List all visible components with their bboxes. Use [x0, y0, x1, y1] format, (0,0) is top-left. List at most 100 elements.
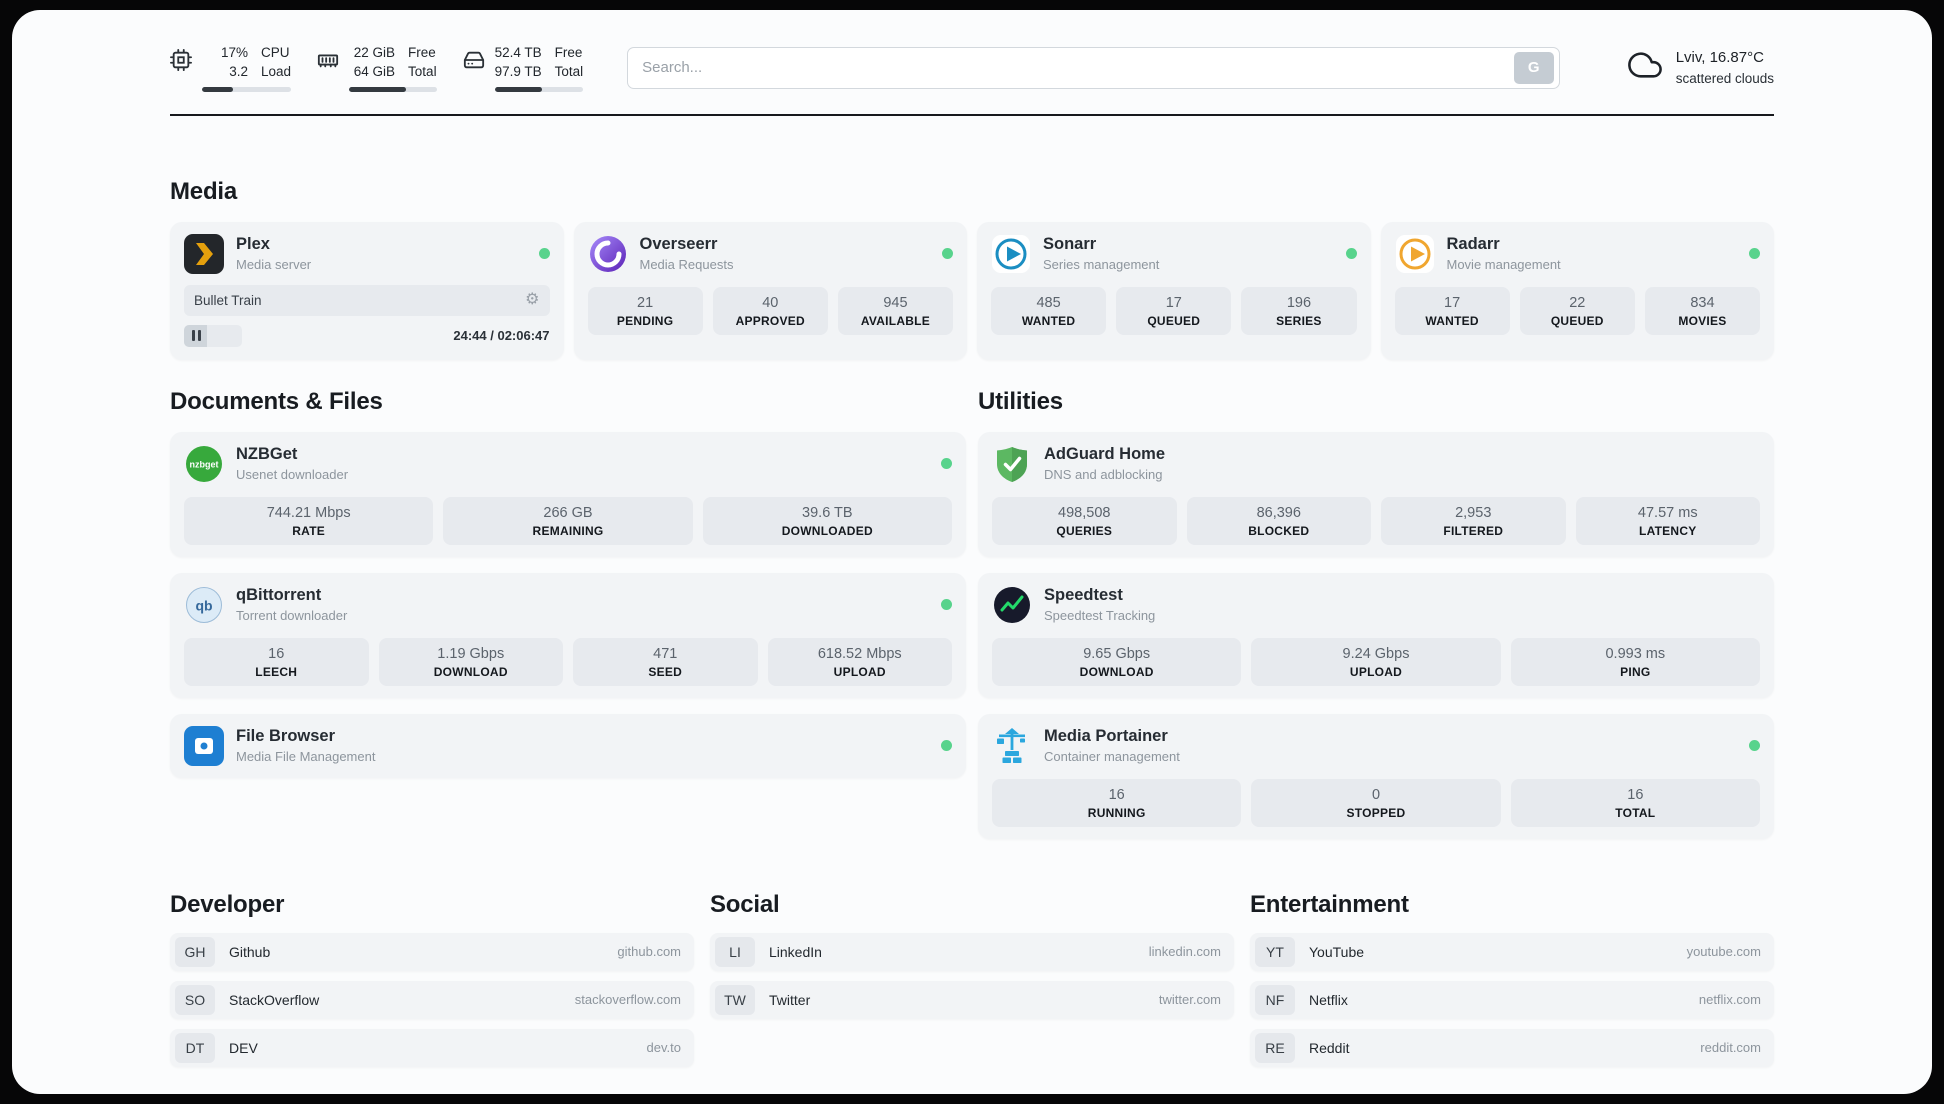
- overseerr-stat-pending: 21 PENDING: [587, 286, 703, 335]
- bookmark-netflix[interactable]: NF Netflix netflix.com: [1250, 980, 1774, 1019]
- stat-label: LEECH: [255, 664, 298, 679]
- stat-label: PENDING: [616, 313, 674, 328]
- app-card-overseerr[interactable]: Overseerr Media Requests 21 PENDING 40 A…: [573, 221, 967, 360]
- app-subtitle: Usenet downloader: [236, 467, 349, 483]
- stat-label: TOTAL: [1615, 805, 1656, 820]
- bookmark-reddit[interactable]: RE Reddit reddit.com: [1250, 1028, 1774, 1067]
- bookmark-github[interactable]: GH Github github.com: [170, 932, 694, 971]
- stat-label: DOWNLOAD: [1079, 664, 1154, 679]
- app-name: Sonarr: [1043, 234, 1097, 253]
- stat-label: PING: [1620, 664, 1651, 679]
- stat-value: 0: [1371, 786, 1381, 803]
- app-card-plex[interactable]: Plex Media server Bullet Train ⚙: [170, 221, 564, 360]
- qbittorrent-stat-seed: 471 SEED: [573, 637, 758, 686]
- memory-progress-bar: [349, 86, 437, 92]
- app-card-filebrowser[interactable]: File Browser Media File Management: [170, 713, 966, 778]
- section-media: Media Plex Media server: [170, 178, 1774, 360]
- stat-value: 471: [653, 645, 678, 662]
- bookmark-abbr: GH: [175, 936, 215, 967]
- app-subtitle: DNS and adblocking: [1044, 467, 1163, 483]
- stat-label: RUNNING: [1087, 805, 1146, 820]
- qbittorrent-stat-leech: 16 LEECH: [184, 637, 369, 686]
- speedtest-stat-download: 9.65 Gbps DOWNLOAD: [992, 637, 1242, 686]
- section-title-entertainment: Entertainment: [1250, 890, 1409, 918]
- section-title-social: Social: [710, 890, 780, 918]
- adguard-stat-queries: 498,508 QUERIES: [992, 496, 1177, 545]
- bookmark-url: twitter.com: [1158, 992, 1221, 1008]
- stat-label: UPLOAD: [833, 664, 886, 679]
- app-subtitle: Media Requests: [639, 257, 734, 273]
- app-name: NZBGet: [236, 444, 298, 463]
- bookmark-linkedin[interactable]: LI LinkedIn linkedin.com: [710, 932, 1234, 971]
- stat-value: 196: [1286, 294, 1312, 311]
- stat-label: WANTED: [1425, 313, 1479, 328]
- app-card-speedtest[interactable]: Speedtest Speedtest Tracking 9.65 Gbps D…: [978, 572, 1774, 698]
- disk-total-label: Total: [554, 63, 584, 79]
- playback-progress-fill: [184, 324, 208, 347]
- stat-label: AVAILABLE: [860, 313, 930, 328]
- svg-text:nzbget: nzbget: [190, 459, 219, 469]
- app-card-nzbget[interactable]: nzbget NZBGet Usenet downloader 744.21 M…: [170, 431, 966, 557]
- filebrowser-icon: [184, 725, 224, 766]
- status-dot-online: [941, 740, 952, 752]
- nzbget-stat-remaining: 266 GB REMAINING: [443, 496, 693, 545]
- memory-free-value: 22 GiB: [353, 45, 396, 60]
- bookmark-stackoverflow[interactable]: SO StackOverflow stackoverflow.com: [170, 980, 694, 1019]
- stat-label: BLOCKED: [1248, 523, 1310, 538]
- bookmark-youtube[interactable]: YT YouTube youtube.com: [1250, 932, 1774, 971]
- status-dot-online: [1749, 740, 1760, 752]
- stat-label: MOVIES: [1678, 313, 1727, 328]
- app-card-adguard[interactable]: AdGuard Home DNS and adblocking 498,508 …: [978, 431, 1774, 557]
- bookmark-abbr: LI: [715, 936, 755, 967]
- bookmark-abbr: YT: [1255, 936, 1295, 967]
- stat-value: 40: [762, 294, 779, 311]
- dashboard-window: 17% 3.2 CPU Load: [12, 10, 1932, 1094]
- bookmark-abbr: NF: [1255, 984, 1295, 1015]
- cpu-usage-widget: 17% 3.2 CPU Load: [170, 44, 292, 92]
- app-subtitle: Speedtest Tracking: [1044, 608, 1156, 624]
- speedtest-stat-upload: 9.24 Gbps UPLOAD: [1251, 637, 1501, 686]
- search-engine-button[interactable]: G: [1513, 51, 1554, 84]
- stat-value: 9.24 Gbps: [1342, 645, 1410, 662]
- qbittorrent-icon: qb: [184, 585, 224, 625]
- now-playing-title: Bullet Train: [194, 292, 262, 308]
- settings-gear-icon[interactable]: ⚙: [525, 291, 540, 309]
- search-input[interactable]: [642, 59, 1514, 77]
- adguard-stat-blocked: 86,396 BLOCKED: [1186, 496, 1371, 545]
- status-dot-online: [941, 599, 952, 611]
- weather-location: Lviv, 16.87°C: [1675, 49, 1764, 67]
- bookmark-abbr: TW: [715, 984, 755, 1015]
- bookmark-url: netflix.com: [1698, 992, 1761, 1008]
- stat-value: 17: [1165, 294, 1182, 311]
- app-name: Overseerr: [639, 234, 718, 253]
- stat-label: WANTED: [1021, 313, 1076, 328]
- overseerr-stat-available: 945 AVAILABLE: [837, 286, 954, 335]
- bookmark-dev[interactable]: DT DEV dev.to: [170, 1028, 694, 1067]
- app-card-qbittorrent[interactable]: qb qBittorrent Torrent downloader 16: [170, 572, 966, 698]
- app-card-sonarr[interactable]: Sonarr Series management 485 WANTED 17 Q…: [977, 221, 1371, 360]
- status-dot-online: [1345, 248, 1357, 260]
- app-subtitle: Container management: [1044, 749, 1180, 765]
- portainer-stat-running: 16 RUNNING: [992, 778, 1242, 827]
- app-card-radarr[interactable]: Radarr Movie management 17 WANTED 22 QUE…: [1380, 221, 1774, 360]
- app-name: File Browser: [236, 726, 336, 745]
- speedtest-stat-ping: 0.993 ms PING: [1510, 637, 1760, 686]
- section-entertainment: Entertainment YT YouTube youtube.com NF …: [1250, 891, 1774, 1067]
- svg-text:qb: qb: [195, 597, 212, 613]
- sonarr-icon: [991, 234, 1031, 274]
- adguard-shield-icon: [992, 444, 1032, 484]
- pause-button[interactable]: [184, 324, 242, 347]
- cpu-percent-value: 17%: [220, 45, 248, 60]
- app-card-portainer[interactable]: Media Portainer Container management 16 …: [978, 713, 1774, 839]
- sonarr-stat-queued: 17 QUEUED: [1116, 286, 1232, 335]
- status-dot-online: [941, 458, 952, 470]
- app-subtitle: Media server: [236, 257, 312, 273]
- app-name: Media Portainer: [1044, 726, 1168, 745]
- now-playing-row: Bullet Train ⚙: [184, 284, 550, 316]
- sonarr-stat-wanted: 485 WANTED: [991, 286, 1107, 335]
- stat-label: DOWNLOADED: [781, 523, 873, 538]
- bookmark-twitter[interactable]: TW Twitter twitter.com: [710, 980, 1234, 1019]
- section-social: Social LI LinkedIn linkedin.com TW Twitt…: [710, 891, 1234, 1019]
- stat-value: 485: [1036, 294, 1061, 311]
- overseerr-icon: [588, 234, 628, 274]
